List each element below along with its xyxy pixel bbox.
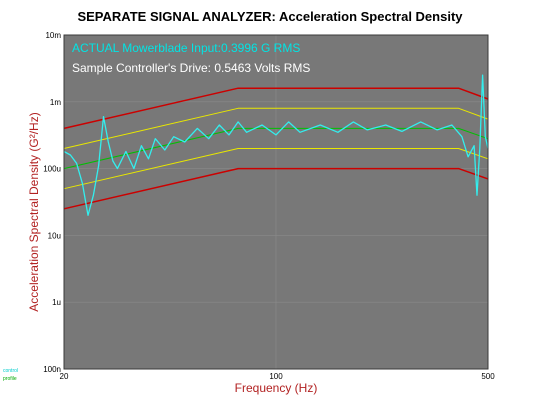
y-axis-label: Acceleration Spectral Density (G²/Hz) <box>27 112 41 311</box>
series-line-actual-mowerblade-input <box>63 74 489 216</box>
chart-title: SEPARATE SIGNAL ANALYZER: Acceleration S… <box>77 9 463 24</box>
y-tick-label: 1u <box>52 298 61 307</box>
series-line-abort-limit-lower <box>63 167 489 210</box>
legend-item-control: control <box>3 368 18 374</box>
series-line-alarm-limit-upper <box>63 107 489 149</box>
series-line-reference-profile <box>63 127 489 170</box>
y-tick-label: 10m <box>45 31 61 40</box>
y-tick-label: 100u <box>43 165 61 174</box>
series-group <box>63 74 489 216</box>
x-tick-label: 20 <box>60 372 69 381</box>
series-line-abort-limit-upper <box>63 87 489 130</box>
y-tick-label: 100n <box>43 365 61 374</box>
legend-item-profile: profile <box>3 376 17 382</box>
series-line-alarm-limit-lower <box>63 148 489 190</box>
x-tick-label: 100 <box>269 372 283 381</box>
x-axis-label: Frequency (Hz) <box>235 381 318 395</box>
y-tick-label: 1m <box>50 98 61 107</box>
y-tick-label: 10u <box>48 231 61 240</box>
plot-frame <box>63 34 489 370</box>
annotation-controller-drive: Sample Controller's Drive: 0.5463 Volts … <box>72 61 310 75</box>
x-tick-label: 500 <box>481 372 495 381</box>
annotation-actual-input: ACTUAL Mowerblade Input:0.3996 G RMS <box>72 41 300 55</box>
